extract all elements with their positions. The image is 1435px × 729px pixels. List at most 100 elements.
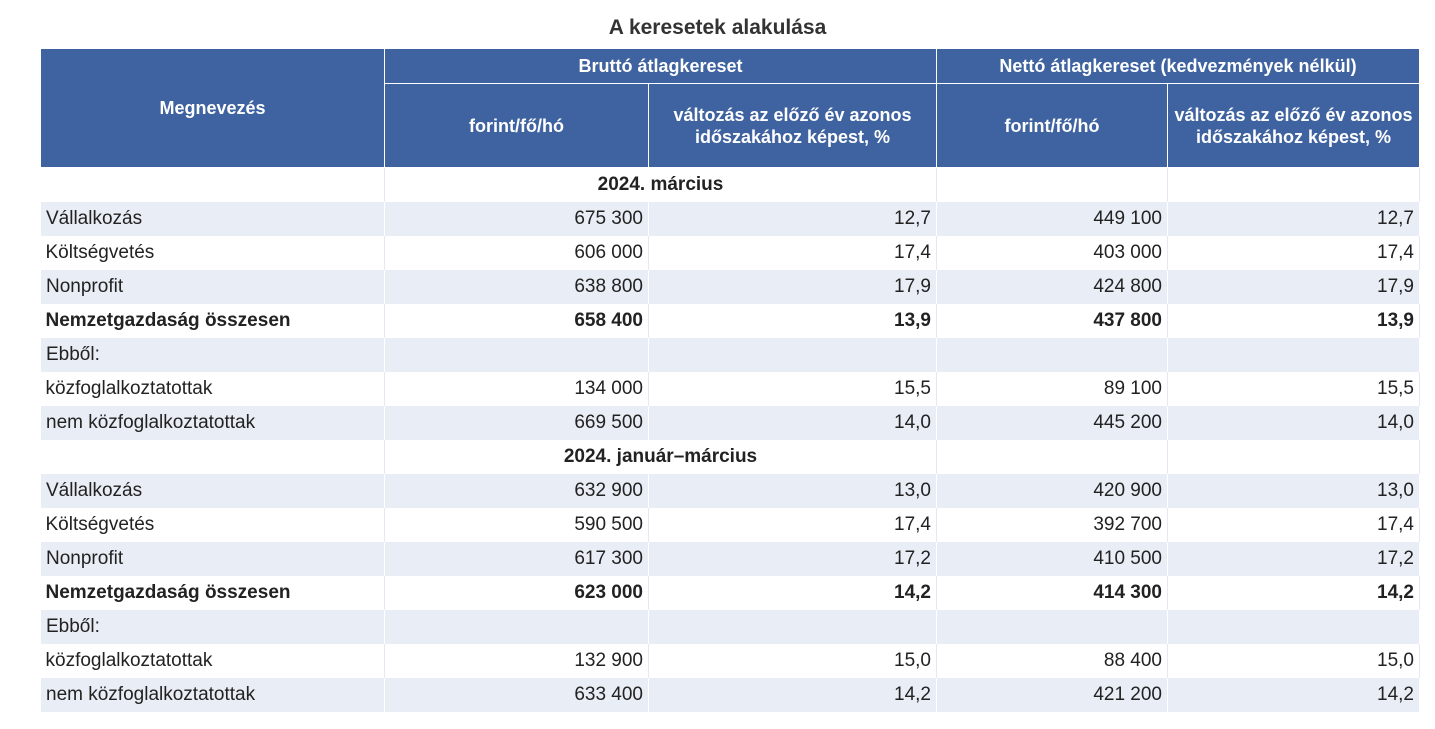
net-change: 14,0 [1167,406,1420,440]
net-change: 15,5 [1167,372,1420,406]
row-name: Nemzetgazdaság összesen [40,576,385,610]
row-name: nem közfoglalkoztatottak [40,678,385,712]
section-spacer [936,167,1168,202]
gross-change: 15,0 [648,644,937,678]
net-value: 421 200 [936,678,1168,712]
row-name: nem közfoglalkoztatottak [40,406,385,440]
column-group-net: Nettó átlagkereset (kedvezmények nélkül) [936,48,1420,84]
net-change: 17,4 [1167,236,1420,270]
gross-value: 658 400 [384,304,649,338]
row-name: Nemzetgazdaság összesen [40,304,385,338]
row-name: Ebből: [40,610,385,644]
row-name: közfoglalkoztatottak [40,372,385,406]
table-row: Nonprofit 638 800 17,9 424 800 17,9 [40,270,1420,304]
gross-value: 669 500 [384,406,649,440]
gross-change: 14,0 [648,406,937,440]
gross-value: 617 300 [384,542,649,576]
table-row: Vállalkozás 632 900 13,0 420 900 13,0 [40,474,1420,508]
table-row: Nemzetgazdaság összesen 623 000 14,2 414 30… [40,576,1420,610]
net-change: 17,9 [1167,270,1420,304]
row-name: Nonprofit [40,542,385,576]
table-row: Ebből: [40,338,1420,372]
gross-value: 638 800 [384,270,649,304]
gross-value: 590 500 [384,508,649,542]
net-change: 17,4 [1167,508,1420,542]
net-value: 445 200 [936,406,1168,440]
gross-value: 623 000 [384,576,649,610]
net-change: 14,2 [1167,576,1420,610]
net-value: 392 700 [936,508,1168,542]
row-name: Vállalkozás [40,202,385,236]
column-header-gross-change: változás az előző év azonos időszakához … [648,83,937,168]
net-change: 13,9 [1167,304,1420,338]
column-header-net-unit: forint/fő/hó [936,83,1168,168]
row-name: Költségvetés [40,508,385,542]
net-change: 15,0 [1167,644,1420,678]
gross-change: 15,5 [648,372,937,406]
gross-value: 633 400 [384,678,649,712]
gross-value: 632 900 [384,474,649,508]
gross-value [384,338,649,372]
section-spacer [1167,440,1420,474]
section-label: 2024. január–március [384,440,937,474]
table-header: Megnevezés Bruttó átlagkereset Nettó átl… [40,48,1420,168]
gross-change: 17,4 [648,508,937,542]
table-body: 2024. március Vállalkozás 675 300 12,7 449 1… [40,167,1420,712]
table-row: közfoglalkoztatottak 132 900 15,0 88 400 15,… [40,644,1420,678]
section-spacer [1167,167,1420,202]
section-spacer [40,440,385,474]
row-name: közfoglalkoztatottak [40,644,385,678]
net-value: 89 100 [936,372,1168,406]
net-value: 414 300 [936,576,1168,610]
column-header-gross-unit: forint/fő/hó [384,83,649,168]
gross-value: 606 000 [384,236,649,270]
row-name: Nonprofit [40,270,385,304]
gross-change [648,338,937,372]
gross-change: 17,9 [648,270,937,304]
section-row: 2024. január–március [40,440,1420,474]
earnings-table: Megnevezés Bruttó átlagkereset Nettó átl… [40,48,1420,712]
section-label: 2024. március [384,167,937,202]
row-name: Ebből: [40,338,385,372]
net-value: 437 800 [936,304,1168,338]
section-spacer [40,167,385,202]
row-name: Költségvetés [40,236,385,270]
table-row: közfoglalkoztatottak 134 000 15,5 89 100 15,… [40,372,1420,406]
net-change [1167,338,1420,372]
gross-value: 134 000 [384,372,649,406]
net-change: 14,2 [1167,678,1420,712]
net-value: 449 100 [936,202,1168,236]
gross-value [384,610,649,644]
net-change: 12,7 [1167,202,1420,236]
gross-value: 132 900 [384,644,649,678]
column-group-gross: Bruttó átlagkereset [384,48,937,84]
column-header-net-change: változás az előző év azonos időszakához … [1167,83,1420,168]
net-value: 403 000 [936,236,1168,270]
net-change [1167,610,1420,644]
table-row: Költségvetés 590 500 17,4 392 700 17,4 [40,508,1420,542]
table-row: nem közfoglalkoztatottak 633 400 14,2 421 2… [40,678,1420,712]
section-spacer [936,440,1168,474]
table-row: Költségvetés 606 000 17,4 403 000 17,4 [40,236,1420,270]
table-row: nem közfoglalkoztatottak 669 500 14,0 445 2… [40,406,1420,440]
gross-change: 17,2 [648,542,937,576]
net-value: 420 900 [936,474,1168,508]
gross-change: 14,2 [648,678,937,712]
net-value: 410 500 [936,542,1168,576]
table-row: Vállalkozás 675 300 12,7 449 100 12,7 [40,202,1420,236]
net-value [936,338,1168,372]
column-header-name: Megnevezés [40,48,385,168]
page-title: A keresetek alakulása [608,16,827,39]
net-value: 88 400 [936,644,1168,678]
gross-change: 12,7 [648,202,937,236]
net-change: 17,2 [1167,542,1420,576]
gross-change: 14,2 [648,576,937,610]
table-row: Nonprofit 617 300 17,2 410 500 17,2 [40,542,1420,576]
net-value [936,610,1168,644]
net-change: 13,0 [1167,474,1420,508]
net-value: 424 800 [936,270,1168,304]
section-row: 2024. március [40,167,1420,202]
row-name: Vállalkozás [40,474,385,508]
gross-value: 675 300 [384,202,649,236]
gross-change: 13,9 [648,304,937,338]
